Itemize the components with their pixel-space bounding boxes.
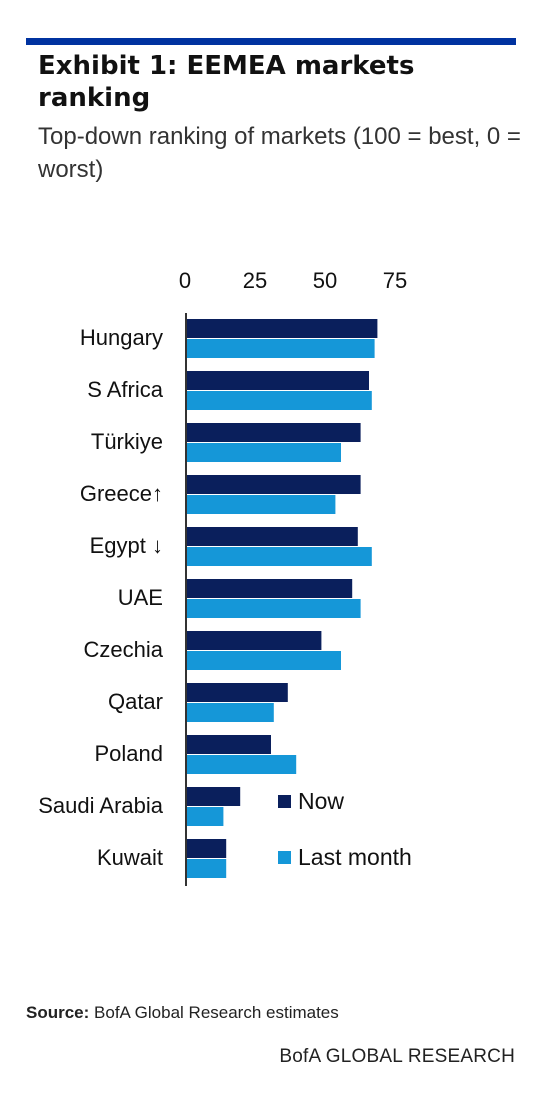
bar-now — [187, 319, 378, 338]
source-text: BofA Global Research estimates — [94, 1003, 339, 1022]
category-label: UAE — [118, 585, 163, 610]
x-tick-label: 50 — [313, 268, 337, 293]
x-tick-label: 25 — [243, 268, 267, 293]
bar-last-month — [187, 547, 372, 566]
source-label: Source: — [26, 1003, 90, 1022]
bar-now — [187, 683, 288, 702]
bar-last-month — [187, 703, 274, 722]
chart-subtitle: Top-down ranking of markets (100 = best,… — [38, 123, 521, 183]
category-label: Poland — [94, 741, 163, 766]
bar-now — [187, 579, 353, 598]
category-label: Hungary — [80, 325, 163, 350]
bar-now — [187, 787, 241, 806]
x-tick-label: 0 — [179, 268, 191, 293]
category-label: Greece↑ — [80, 481, 163, 506]
bar-last-month — [187, 495, 336, 514]
bar-now — [187, 527, 358, 546]
bar-last-month — [187, 339, 375, 358]
legend-swatch-now — [278, 795, 291, 808]
bar-now — [187, 631, 322, 650]
legend-label-last-month: Last month — [298, 844, 412, 870]
chart-title: Exhibit 1: EEMEA markets ranking — [38, 51, 415, 113]
category-label: Czechia — [84, 637, 164, 662]
category-label: Saudi Arabia — [38, 793, 164, 818]
bar-last-month — [187, 599, 361, 618]
bar-now — [187, 735, 271, 754]
brand-footer: BofA GLOBAL RESEARCH — [279, 1046, 515, 1067]
bar-last-month — [187, 807, 224, 826]
bar-chart: 0 25 50 75 Hungary S Africa Türkiye Greece↑ Egyp… — [38, 268, 412, 886]
category-label: S Africa — [87, 377, 164, 402]
bar-now — [187, 371, 369, 390]
bar-now — [187, 475, 361, 494]
category-label: Egypt ↓ — [90, 533, 163, 558]
bar-last-month — [187, 755, 297, 774]
category-label: Qatar — [108, 689, 163, 714]
bar-now — [187, 423, 361, 442]
category-label: Türkiye — [91, 429, 163, 454]
bar-now — [187, 839, 227, 858]
legend-swatch-last-month — [278, 851, 291, 864]
category-label: Kuwait — [97, 845, 163, 870]
source-note: Source: BofA Global Research estimates — [26, 1003, 339, 1023]
legend-label-now: Now — [298, 788, 344, 814]
bar-last-month — [187, 859, 227, 878]
top-accent-rule — [26, 38, 516, 45]
x-tick-label: 75 — [383, 268, 407, 293]
bar-last-month — [187, 391, 372, 410]
bar-last-month — [187, 651, 341, 670]
bar-last-month — [187, 443, 341, 462]
